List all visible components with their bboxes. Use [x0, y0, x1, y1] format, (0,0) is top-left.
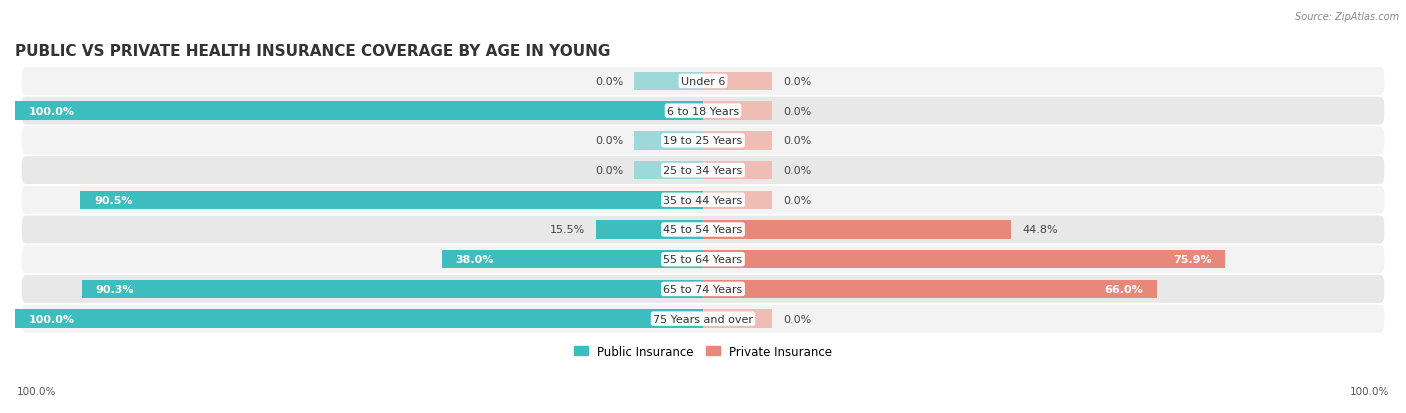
Text: 65 to 74 Years: 65 to 74 Years	[664, 284, 742, 294]
Bar	[703, 102, 772, 121]
Bar	[703, 73, 772, 91]
Bar	[634, 161, 703, 180]
Text: 35 to 44 Years: 35 to 44 Years	[664, 195, 742, 205]
Text: 0.0%: 0.0%	[783, 77, 811, 87]
Text: 25 to 34 Years: 25 to 34 Years	[664, 166, 742, 176]
Text: 0.0%: 0.0%	[595, 77, 623, 87]
Text: 100.0%: 100.0%	[28, 107, 75, 116]
Text: 55 to 64 Years: 55 to 64 Years	[664, 254, 742, 265]
Bar	[703, 161, 772, 180]
Bar	[15, 102, 703, 121]
Bar	[703, 250, 1225, 269]
Text: 44.8%: 44.8%	[1022, 225, 1057, 235]
Bar	[80, 191, 703, 209]
Legend: Public Insurance, Private Insurance: Public Insurance, Private Insurance	[569, 340, 837, 363]
Bar	[634, 132, 703, 150]
FancyBboxPatch shape	[21, 186, 1385, 214]
FancyBboxPatch shape	[21, 275, 1385, 303]
Bar	[703, 191, 772, 209]
Bar	[15, 310, 703, 328]
Text: 100.0%: 100.0%	[17, 387, 56, 396]
Bar	[703, 132, 772, 150]
FancyBboxPatch shape	[21, 127, 1385, 155]
Bar	[82, 280, 703, 299]
Bar	[596, 221, 703, 239]
Text: 100.0%: 100.0%	[28, 314, 75, 324]
Text: 0.0%: 0.0%	[783, 314, 811, 324]
Bar	[441, 250, 703, 269]
FancyBboxPatch shape	[21, 216, 1385, 244]
Text: 0.0%: 0.0%	[783, 107, 811, 116]
Text: 75 Years and over: 75 Years and over	[652, 314, 754, 324]
Text: 19 to 25 Years: 19 to 25 Years	[664, 136, 742, 146]
Text: 75.9%: 75.9%	[1173, 254, 1212, 265]
Text: 90.5%: 90.5%	[94, 195, 132, 205]
Text: Source: ZipAtlas.com: Source: ZipAtlas.com	[1295, 12, 1399, 22]
Text: 38.0%: 38.0%	[456, 254, 494, 265]
Text: 15.5%: 15.5%	[550, 225, 585, 235]
FancyBboxPatch shape	[21, 157, 1385, 185]
Text: 66.0%: 66.0%	[1105, 284, 1143, 294]
FancyBboxPatch shape	[21, 246, 1385, 273]
Text: 0.0%: 0.0%	[783, 166, 811, 176]
FancyBboxPatch shape	[21, 305, 1385, 333]
Text: 0.0%: 0.0%	[595, 166, 623, 176]
Bar	[634, 73, 703, 91]
Text: 100.0%: 100.0%	[1350, 387, 1389, 396]
Text: Under 6: Under 6	[681, 77, 725, 87]
Text: 0.0%: 0.0%	[783, 136, 811, 146]
Text: 90.3%: 90.3%	[96, 284, 134, 294]
FancyBboxPatch shape	[21, 97, 1385, 125]
Text: PUBLIC VS PRIVATE HEALTH INSURANCE COVERAGE BY AGE IN YOUNG: PUBLIC VS PRIVATE HEALTH INSURANCE COVER…	[15, 44, 610, 59]
Bar	[703, 310, 772, 328]
Bar	[703, 221, 1011, 239]
FancyBboxPatch shape	[21, 68, 1385, 96]
Text: 6 to 18 Years: 6 to 18 Years	[666, 107, 740, 116]
Bar	[703, 280, 1157, 299]
Text: 45 to 54 Years: 45 to 54 Years	[664, 225, 742, 235]
Text: 0.0%: 0.0%	[595, 136, 623, 146]
Text: 0.0%: 0.0%	[783, 195, 811, 205]
